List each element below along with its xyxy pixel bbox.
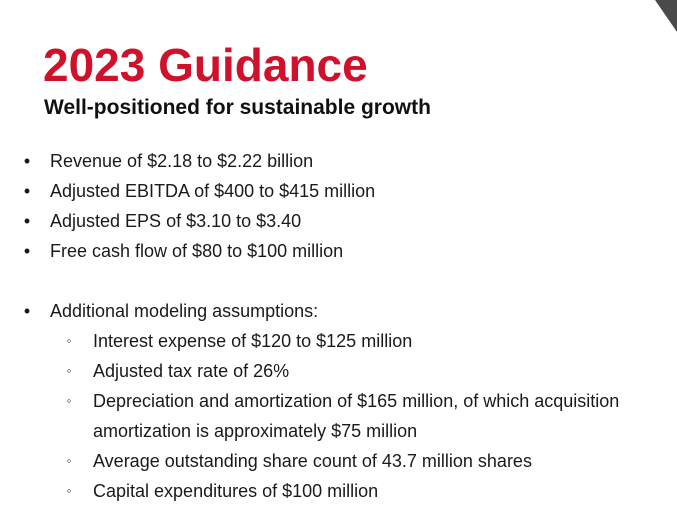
assumption-interest-expense: Interest expense of $120 to $125 million xyxy=(93,331,413,351)
bullet-marker: • xyxy=(23,301,31,321)
assumption-tax-rate: Adjusted tax rate of 26% xyxy=(93,361,290,381)
bullet-marker: • xyxy=(23,181,31,201)
bullet-marker: • xyxy=(23,211,31,231)
slide-title: 2023 Guidance xyxy=(43,39,368,91)
sub-bullet-marker: ◦ xyxy=(66,363,72,378)
corner-decoration xyxy=(655,0,677,32)
bullet-revenue: Revenue of $2.18 to $2.22 billion xyxy=(50,151,314,171)
bullet-marker: • xyxy=(23,241,31,261)
bullet-marker: • xyxy=(23,151,31,171)
sub-bullet-marker: ◦ xyxy=(66,393,72,408)
bullet-adjusted-ebitda: Adjusted EBITDA of $400 to $415 million xyxy=(50,181,376,201)
assumption-depreciation-amortization-continued: amortization is approximately $75 millio… xyxy=(93,421,418,441)
sub-bullet-marker: ◦ xyxy=(66,453,72,468)
assumption-capital-expenditures: Capital expenditures of $100 million xyxy=(93,481,379,501)
sub-bullet-marker: ◦ xyxy=(66,333,72,348)
bullet-adjusted-eps: Adjusted EPS of $3.10 to $3.40 xyxy=(50,211,302,231)
assumption-depreciation-amortization: Depreciation and amortization of $165 mi… xyxy=(93,391,620,411)
sub-bullet-marker: ◦ xyxy=(66,483,72,498)
assumptions-heading: Additional modeling assumptions: xyxy=(50,301,319,321)
bullet-free-cash-flow: Free cash flow of $80 to $100 million xyxy=(50,241,344,261)
assumption-share-count: Average outstanding share count of 43.7 … xyxy=(93,451,532,471)
slide-subtitle: Well-positioned for sustainable growth xyxy=(44,96,431,119)
